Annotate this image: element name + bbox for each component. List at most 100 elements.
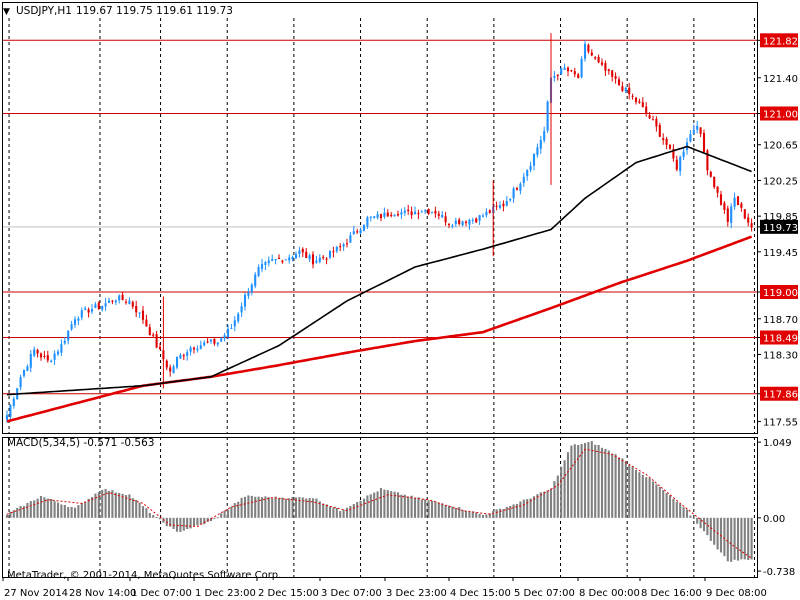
candle-body[interactable] (141, 310, 145, 320)
candle-body[interactable] (145, 319, 148, 327)
candle-body[interactable] (410, 211, 413, 216)
candle-body[interactable] (223, 335, 226, 339)
candle-body[interactable] (70, 324, 73, 330)
candle-body[interactable] (634, 97, 638, 102)
candle-body[interactable] (594, 57, 597, 59)
candle-body[interactable] (716, 186, 719, 193)
candle-body[interactable] (434, 211, 437, 214)
candle-body[interactable] (624, 87, 627, 92)
candle-body[interactable] (420, 211, 423, 213)
candle-body[interactable] (468, 219, 471, 225)
candle-body[interactable] (675, 159, 678, 170)
candle-body[interactable] (301, 248, 304, 253)
candle-body[interactable] (101, 305, 104, 310)
candle-body[interactable] (305, 251, 308, 258)
candle-body[interactable] (36, 349, 39, 354)
candle-body[interactable] (736, 196, 740, 205)
candle-body[interactable] (138, 312, 141, 314)
candle-body[interactable] (322, 256, 325, 258)
candle-body[interactable] (679, 156, 682, 172)
candle-body[interactable] (318, 257, 321, 262)
candle-body[interactable] (192, 347, 196, 350)
candle-body[interactable] (274, 259, 277, 261)
candle-body[interactable] (362, 225, 366, 231)
candle-body[interactable] (73, 319, 77, 325)
candle-body[interactable] (590, 52, 593, 56)
candle-body[interactable] (213, 338, 216, 344)
candle-body[interactable] (733, 197, 736, 207)
candle-body[interactable] (413, 211, 417, 215)
candle-body[interactable] (403, 210, 406, 213)
candle-body[interactable] (560, 68, 563, 75)
candle-body[interactable] (94, 304, 97, 308)
candle-body[interactable] (587, 44, 590, 52)
candle-body[interactable] (668, 145, 672, 149)
candle-body[interactable] (464, 221, 468, 223)
candle-body[interactable] (12, 398, 15, 407)
candle-body[interactable] (345, 243, 349, 245)
candle-body[interactable] (427, 208, 430, 214)
candle-body[interactable] (267, 260, 270, 264)
candle-body[interactable] (709, 171, 712, 177)
candle-body[interactable] (458, 219, 461, 224)
candle-body[interactable] (611, 70, 614, 77)
candle-body[interactable] (614, 76, 617, 79)
candle-body[interactable] (114, 300, 117, 303)
candle-body[interactable] (696, 125, 699, 130)
candle-body[interactable] (471, 219, 474, 221)
candle-body[interactable] (90, 309, 94, 312)
candle-body[interactable] (294, 254, 298, 259)
candle-body[interactable] (243, 294, 247, 307)
candle-body[interactable] (641, 102, 644, 108)
candle-body[interactable] (444, 216, 447, 223)
candle-body[interactable] (546, 101, 549, 131)
candle-body[interactable] (706, 150, 709, 171)
candle-body[interactable] (359, 229, 362, 234)
candle-body[interactable] (393, 214, 396, 217)
candle-body[interactable] (46, 355, 49, 361)
candle-body[interactable] (682, 151, 685, 157)
candle-body[interactable] (29, 353, 32, 368)
candle-body[interactable] (107, 300, 111, 303)
candle-body[interactable] (441, 214, 444, 218)
candle-body[interactable] (240, 306, 243, 313)
candle-body[interactable] (488, 210, 491, 213)
candle-body[interactable] (583, 43, 587, 59)
candle-body[interactable] (430, 212, 434, 214)
candle-body[interactable] (9, 405, 12, 417)
candle-body[interactable] (617, 79, 621, 85)
candle-body[interactable] (247, 292, 250, 296)
candle-body[interactable] (196, 348, 199, 351)
candle-body[interactable] (339, 246, 342, 248)
candle-body[interactable] (206, 341, 209, 343)
candle-body[interactable] (600, 62, 604, 65)
candle-body[interactable] (719, 194, 723, 205)
candle-body[interactable] (148, 327, 151, 336)
candle-body[interactable] (189, 347, 192, 352)
candle-body[interactable] (730, 206, 733, 223)
candle-body[interactable] (199, 345, 202, 349)
candle-body[interactable] (655, 118, 658, 127)
candle-body[interactable] (87, 309, 90, 313)
candle-body[interactable] (356, 231, 359, 233)
candle-body[interactable] (495, 205, 498, 207)
candle-body[interactable] (750, 223, 753, 228)
candle-body[interactable] (702, 133, 706, 153)
candle-body[interactable] (539, 140, 542, 149)
candle-body[interactable] (50, 360, 53, 362)
candle-body[interactable] (577, 74, 580, 79)
candle-body[interactable] (308, 255, 311, 260)
candle-body[interactable] (597, 56, 600, 63)
candle-body[interactable] (475, 218, 478, 223)
candle-body[interactable] (349, 235, 352, 243)
candle-body[interactable] (169, 367, 172, 372)
candle-body[interactable] (315, 260, 318, 263)
candle-body[interactable] (22, 370, 26, 376)
candle-body[interactable] (532, 154, 536, 166)
candle-body[interactable] (158, 346, 162, 350)
candle-body[interactable] (536, 147, 539, 155)
candle-body[interactable] (553, 76, 556, 78)
candle-body[interactable] (628, 87, 631, 95)
candle-body[interactable] (175, 357, 179, 368)
